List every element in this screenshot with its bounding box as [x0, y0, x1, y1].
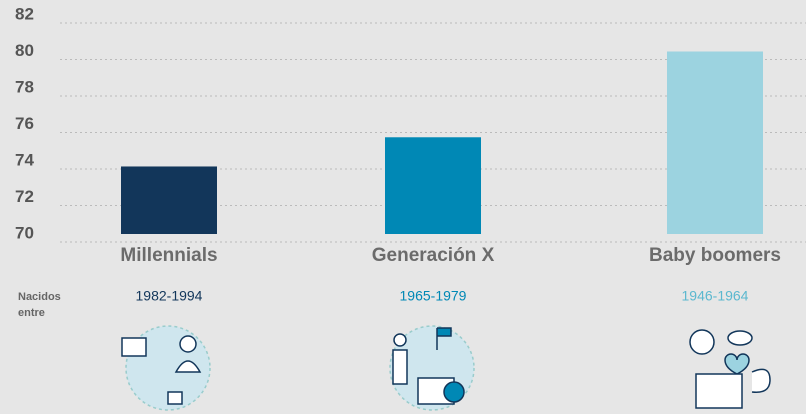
- x-tick-label: Millennials: [120, 245, 217, 266]
- bar: [385, 137, 481, 234]
- icon-genx: [390, 326, 474, 410]
- y-tick-label: 82: [15, 4, 34, 23]
- bar: [667, 52, 763, 235]
- birth-years: 1965-1979: [400, 288, 467, 304]
- birth-years: 1982-1994: [136, 288, 203, 304]
- y-tick-label: 70: [15, 223, 34, 242]
- chart: Nacidos entre 70 72 74 76 78 80 82 Millennials 1…: [0, 0, 806, 414]
- y-tick-label: 78: [15, 77, 34, 96]
- y-tick-label: 74: [15, 150, 34, 169]
- birth-label: Nacidos: [18, 291, 61, 303]
- bar: [121, 166, 217, 234]
- x-tick-label: Baby boomers: [649, 245, 781, 266]
- y-tick-label: 76: [15, 114, 34, 133]
- birth-label: entre: [18, 307, 45, 319]
- y-tick-label: 80: [15, 41, 34, 60]
- x-tick-label: Generación X: [372, 245, 495, 266]
- birth-years: 1946-1964: [682, 288, 749, 304]
- y-tick-label: 72: [15, 187, 34, 206]
